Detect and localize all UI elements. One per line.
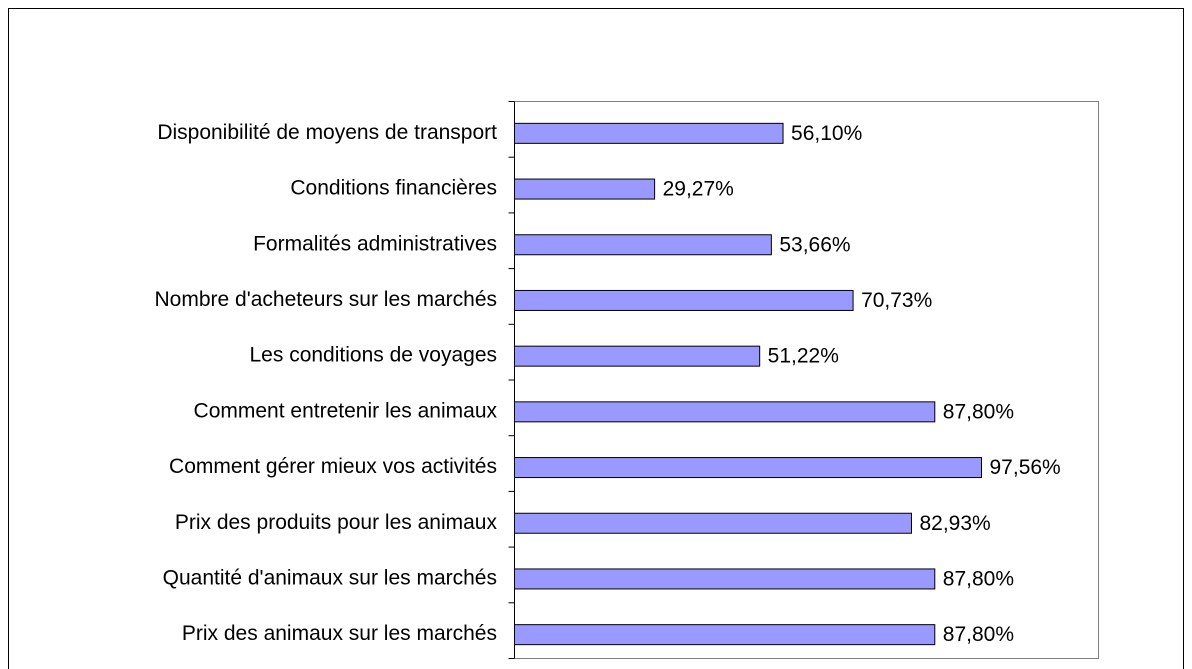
y-tick-label: Formalités administratives	[253, 232, 497, 255]
bar	[514, 401, 936, 423]
bar	[514, 345, 761, 367]
value-label: 51,22%	[768, 345, 839, 368]
bar	[514, 289, 854, 311]
bar	[514, 122, 784, 144]
bar	[514, 457, 983, 479]
value-label: 87,80%	[943, 400, 1014, 423]
value-label: 53,66%	[779, 233, 850, 256]
value-label: 56,10%	[791, 122, 862, 145]
bar	[514, 178, 656, 200]
bar	[514, 234, 772, 256]
bar	[514, 568, 936, 590]
value-label: 97,56%	[990, 456, 1061, 479]
y-tick-label: Prix des produits pour les animaux	[175, 511, 498, 534]
value-label: 87,80%	[943, 567, 1014, 590]
y-tick-label: Nombre d'acheteurs sur les marchés	[155, 288, 497, 311]
y-tick-label: Quantité d'animaux sur les marchés	[163, 566, 497, 589]
y-tick-label: Comment gérer mieux vos activités	[169, 455, 497, 478]
value-label: 82,93%	[919, 512, 990, 535]
value-label: 70,73%	[861, 289, 932, 312]
y-tick-label: Les conditions de voyages	[250, 344, 498, 367]
bar	[514, 512, 912, 534]
y-tick-label: Prix des animaux sur les marchés	[182, 622, 497, 645]
y-tick-label: Conditions financières	[290, 177, 497, 200]
y-tick-label: Comment entretenir les animaux	[194, 399, 498, 422]
value-label: 29,27%	[663, 178, 734, 201]
value-label: 87,80%	[943, 623, 1014, 646]
bar	[514, 624, 936, 646]
y-tick-label: Disponibilité de moyens de transport	[157, 121, 497, 144]
